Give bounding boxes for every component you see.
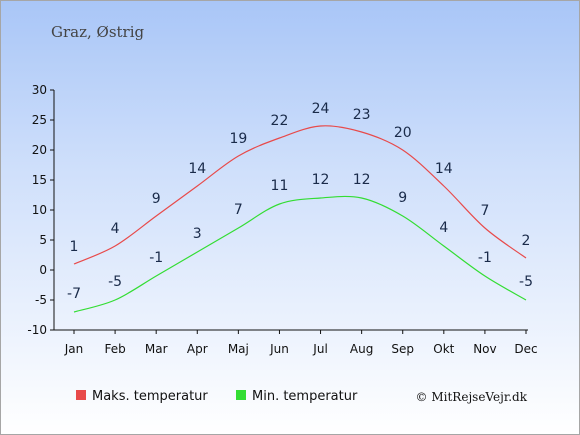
data-label-min: -1 bbox=[149, 250, 163, 266]
data-label-max: 20 bbox=[394, 125, 412, 141]
data-label-min: -5 bbox=[519, 274, 533, 290]
series-line-min bbox=[73, 195, 527, 313]
data-label-max: 1 bbox=[70, 239, 79, 255]
y-tick-label: 10 bbox=[32, 203, 47, 217]
data-label-min: 12 bbox=[353, 172, 371, 188]
x-tick-label: Maj bbox=[228, 342, 249, 356]
data-label-max: 23 bbox=[353, 107, 371, 123]
data-label-min: -1 bbox=[478, 250, 492, 266]
y-tick-label: 25 bbox=[32, 113, 47, 127]
data-label-min: 7 bbox=[234, 202, 243, 218]
series-line-max bbox=[73, 125, 527, 265]
y-tick-label: 20 bbox=[32, 143, 47, 157]
x-tick-label: Dec bbox=[514, 342, 537, 356]
x-tick-label: Aug bbox=[350, 342, 373, 356]
x-tick-label: Okt bbox=[433, 342, 454, 356]
legend-swatch-max bbox=[76, 390, 86, 400]
x-tick-label: Feb bbox=[104, 342, 125, 356]
data-label-max: 19 bbox=[229, 131, 247, 147]
y-tick-label: -10 bbox=[27, 323, 47, 337]
x-tick-label: Jun bbox=[269, 342, 289, 356]
data-label-min: 11 bbox=[271, 178, 289, 194]
legend-swatch-min bbox=[236, 390, 246, 400]
x-tick-label: Sep bbox=[391, 342, 414, 356]
data-label-max: 9 bbox=[152, 191, 161, 207]
data-label-min: -7 bbox=[67, 286, 81, 302]
x-tick-label: Nov bbox=[473, 342, 496, 356]
data-label-min: -5 bbox=[108, 274, 122, 290]
y-tick-label: 15 bbox=[32, 173, 47, 187]
data-label-max: 2 bbox=[522, 233, 531, 249]
data-label-min: 9 bbox=[398, 190, 407, 206]
legend-label-max: Maks. temperatur bbox=[92, 389, 208, 404]
axes: -10 -5 0 5 10 15 20 25 30 Jan Feb Mar Apr Maj Jun Jul Au… bbox=[27, 83, 537, 356]
legend: Maks. temperatur Min. temperatur bbox=[76, 389, 358, 404]
x-tick-label: Mar bbox=[145, 342, 168, 356]
y-tick-label: 0 bbox=[39, 263, 47, 277]
data-label-min: 3 bbox=[193, 226, 202, 242]
chart-title: Graz, Østrig bbox=[51, 23, 145, 41]
x-tick-label: Jan bbox=[64, 342, 84, 356]
y-tick-label: -5 bbox=[35, 293, 47, 307]
x-tick-label: Apr bbox=[187, 342, 208, 356]
data-label-max: 14 bbox=[435, 161, 453, 177]
data-label-max: 14 bbox=[188, 161, 206, 177]
x-tick-label: Jul bbox=[312, 342, 327, 356]
data-label-min: 12 bbox=[312, 172, 330, 188]
data-label-max: 7 bbox=[480, 203, 489, 219]
y-tick-label: 5 bbox=[39, 233, 47, 247]
data-label-min: 4 bbox=[439, 220, 448, 236]
y-tick-label: 30 bbox=[32, 83, 47, 97]
data-label-max: 24 bbox=[312, 101, 330, 117]
legend-label-min: Min. temperatur bbox=[252, 389, 358, 404]
credit-text: © MitRejseVejr.dk bbox=[416, 390, 528, 404]
data-label-max: 4 bbox=[111, 221, 120, 237]
series-lines bbox=[73, 125, 527, 313]
data-label-max: 22 bbox=[271, 113, 289, 129]
